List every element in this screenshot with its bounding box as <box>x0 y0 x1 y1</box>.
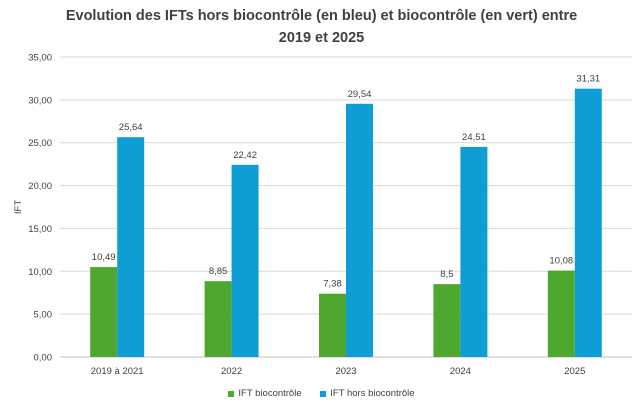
chart-title-line-1: Evolution des IFTs hors biocontrôle (en … <box>65 8 578 24</box>
chart-title-line-2: 2019 et 2025 <box>278 30 365 46</box>
data-label: 31,31 <box>576 74 600 85</box>
y-tick-label: 15,00 <box>28 224 52 235</box>
x-tick-label: 2024 <box>450 366 471 377</box>
data-label: 7,38 <box>323 279 342 290</box>
x-tick-label: 2023 <box>335 366 356 377</box>
bar <box>204 281 232 357</box>
x-tick-label: 2022 <box>221 366 242 377</box>
y-axis-label: IFT <box>13 200 24 214</box>
y-tick-label: 20,00 <box>28 181 52 192</box>
bar <box>574 88 602 357</box>
bar <box>117 137 145 357</box>
x-tick-label: 2019 à 2021 <box>91 366 144 377</box>
y-tick-label: 25,00 <box>28 138 52 149</box>
legend-label-biocontrole: IFT biocontrôle <box>238 388 302 399</box>
legend-label-hors-biocontrole: IFT hors biocontrôle <box>330 388 415 399</box>
y-tick-label: 30,00 <box>28 95 52 106</box>
data-label: 24,51 <box>462 132 486 143</box>
data-label: 8,5 <box>440 269 453 280</box>
data-label: 10,49 <box>92 252 116 263</box>
chart-title: Evolution des IFTs hors biocontrôle (en … <box>0 5 643 49</box>
bar <box>460 146 488 357</box>
y-tick-label: 5,00 <box>34 310 53 321</box>
bar <box>231 164 259 357</box>
y-tick-label: 0,00 <box>34 353 53 364</box>
bar <box>433 284 461 357</box>
x-tick-label: 2025 <box>564 366 585 377</box>
legend-swatch-hors-biocontrole <box>320 390 327 397</box>
bar <box>346 103 373 357</box>
bar <box>547 270 575 357</box>
bar <box>90 267 118 357</box>
data-label: 10,08 <box>549 256 573 267</box>
y-tick-label: 10,00 <box>28 267 52 278</box>
data-label: 8,85 <box>209 266 228 277</box>
bar <box>319 293 346 357</box>
y-tick-label: 35,00 <box>28 53 52 64</box>
data-label: 22,42 <box>233 150 257 161</box>
data-label: 25,64 <box>119 122 143 133</box>
legend-item-hors-biocontrole: IFT hors biocontrôle <box>320 388 415 399</box>
legend-swatch-biocontrole <box>228 390 235 397</box>
legend-item-biocontrole: IFT biocontrôle <box>228 388 302 399</box>
data-label: 29,54 <box>348 89 372 100</box>
chart-legend: IFT biocontrôle IFT hors biocontrôle <box>0 388 643 400</box>
